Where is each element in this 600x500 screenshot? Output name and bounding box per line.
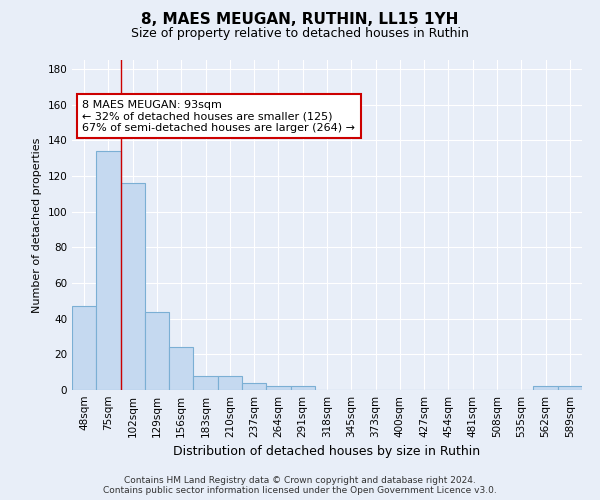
Bar <box>145 312 169 390</box>
Bar <box>72 306 96 390</box>
Text: Contains HM Land Registry data © Crown copyright and database right 2024.
Contai: Contains HM Land Registry data © Crown c… <box>103 476 497 495</box>
Bar <box>169 347 193 390</box>
Bar <box>558 386 582 390</box>
Text: Size of property relative to detached houses in Ruthin: Size of property relative to detached ho… <box>131 28 469 40</box>
Bar <box>266 386 290 390</box>
Bar <box>121 183 145 390</box>
Bar <box>218 376 242 390</box>
Bar <box>290 386 315 390</box>
Bar <box>193 376 218 390</box>
Bar <box>533 386 558 390</box>
Bar <box>242 383 266 390</box>
Bar <box>96 151 121 390</box>
X-axis label: Distribution of detached houses by size in Ruthin: Distribution of detached houses by size … <box>173 446 481 458</box>
Y-axis label: Number of detached properties: Number of detached properties <box>32 138 42 312</box>
Text: 8, MAES MEUGAN, RUTHIN, LL15 1YH: 8, MAES MEUGAN, RUTHIN, LL15 1YH <box>142 12 458 28</box>
Text: 8 MAES MEUGAN: 93sqm
← 32% of detached houses are smaller (125)
67% of semi-deta: 8 MAES MEUGAN: 93sqm ← 32% of detached h… <box>82 100 355 133</box>
